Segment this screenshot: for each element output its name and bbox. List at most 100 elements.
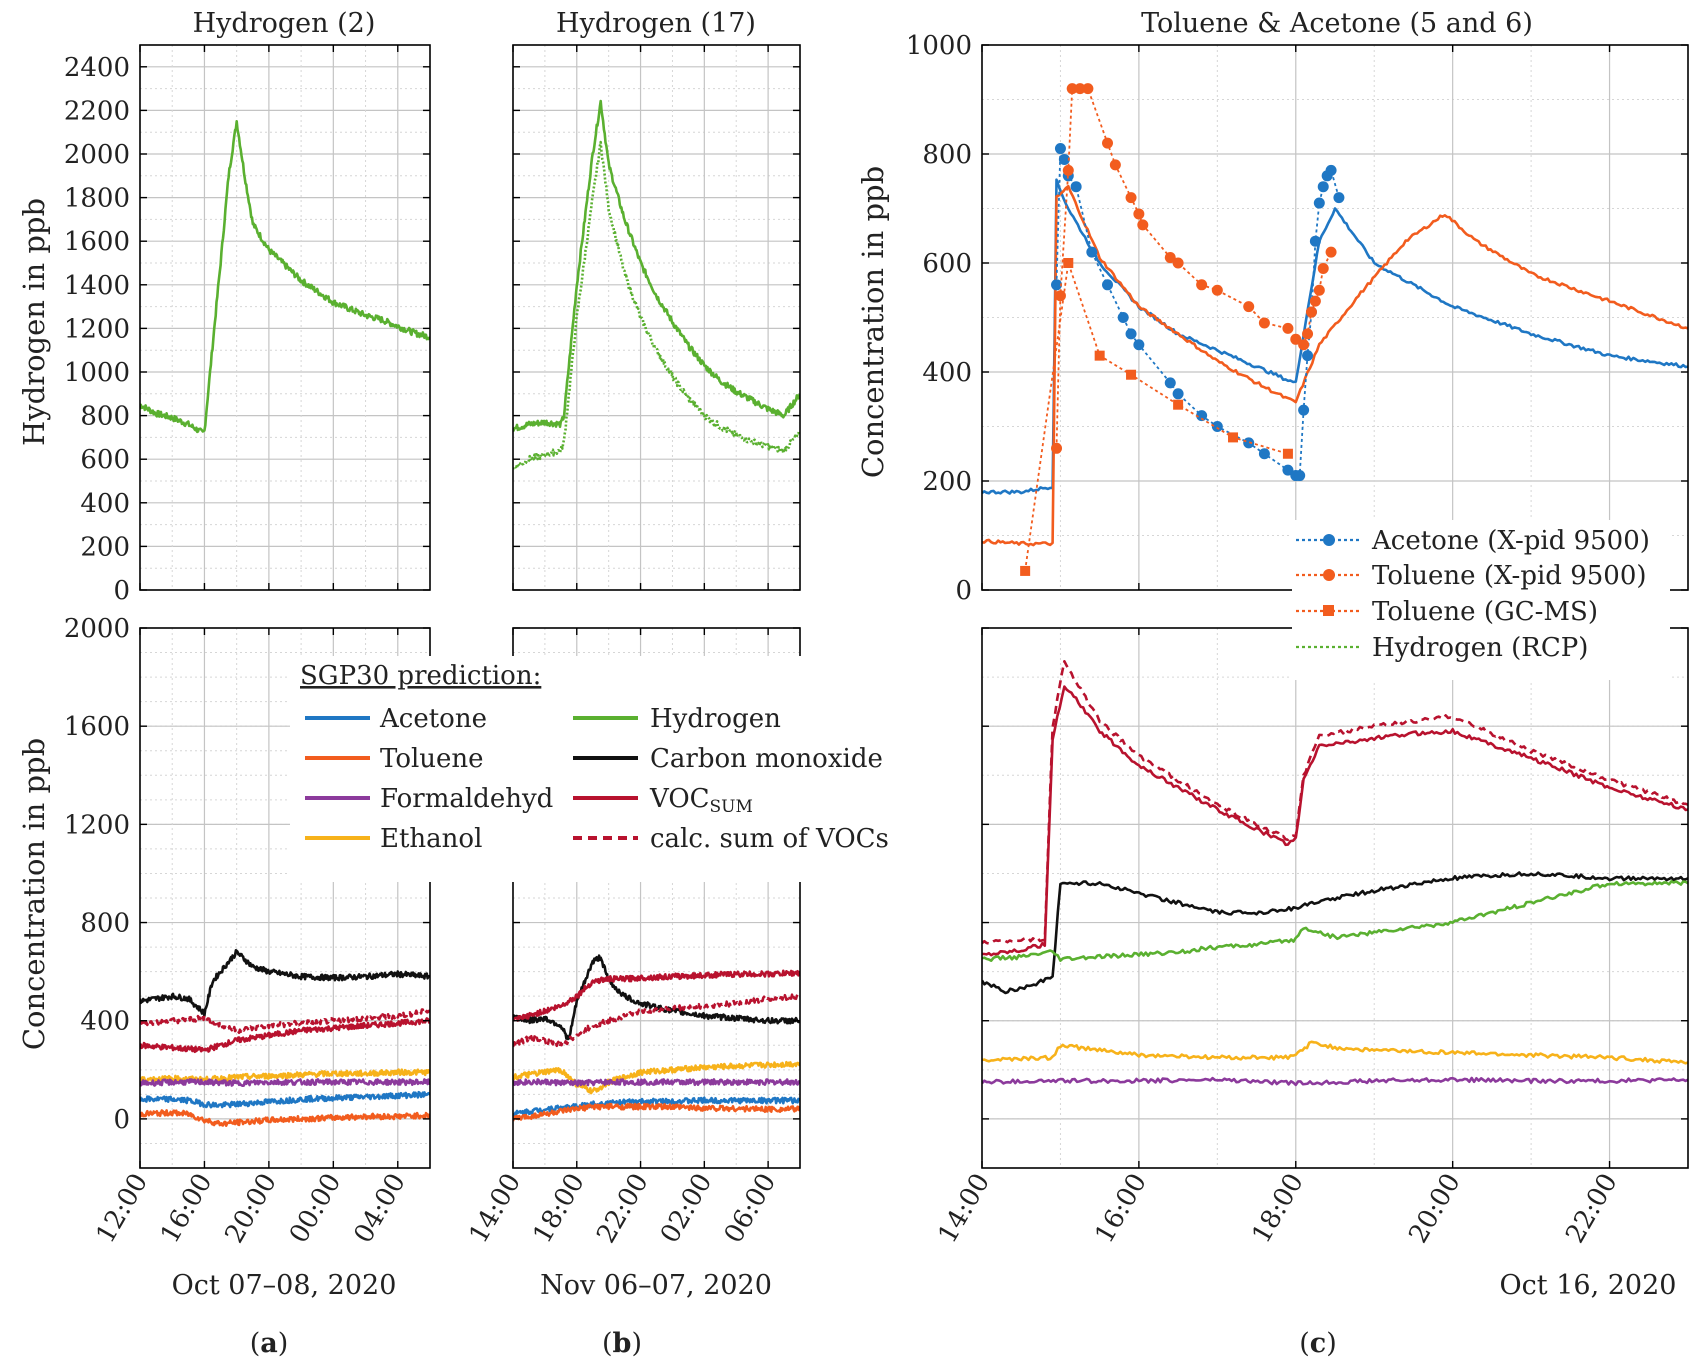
- legend-label-co: Carbon monoxide: [650, 744, 883, 774]
- point-toluene-x-pid-9500-: [1066, 83, 1078, 95]
- ytick-label: 1000: [64, 358, 130, 388]
- ytick-label: 600: [922, 249, 972, 279]
- point-acetone-x-pid-9500-: [1054, 143, 1066, 155]
- legend-sgp30: SGP30 prediction: Acetone Hydrogen Tolue…: [290, 656, 916, 882]
- series-ethanol: [982, 1040, 1688, 1065]
- point-acetone-x-pid-9500-: [1294, 470, 1306, 482]
- series-hydrogen: [140, 120, 430, 434]
- point-acetone-x-pid-9500-: [1243, 437, 1255, 449]
- legend-sgp30-background: [290, 656, 916, 882]
- legend-label-voc-sub: SUM: [710, 797, 753, 817]
- ytick-label: 0: [955, 576, 972, 606]
- point-toluene-x-pid-9500-: [1051, 442, 1063, 454]
- ytick-label: 200: [922, 467, 972, 497]
- series-toluene: [513, 1102, 800, 1122]
- legend-label-acetone: Acetone: [379, 704, 487, 734]
- ytick-label: 1400: [64, 271, 130, 301]
- frame-bg-b_top: [513, 45, 800, 590]
- point-acetone-x-pid-9500-: [1258, 448, 1270, 460]
- xtick-label: 04:00: [348, 1169, 411, 1249]
- point-acetone-x-pid-9500-: [1317, 181, 1329, 193]
- legend-ref-label-acetone-xpid: Acetone (X-pid 9500): [1371, 526, 1650, 556]
- point-toluene-x-pid-9500-: [1325, 246, 1337, 258]
- point-toluene-x-pid-9500-: [1290, 333, 1302, 345]
- grid-c_top: [982, 45, 1688, 590]
- series-acetone-sgp30-: [982, 178, 1688, 495]
- point-acetone-x-pid-9500-: [1133, 339, 1145, 351]
- ytick-label: 200: [80, 532, 130, 562]
- point-toluene-x-pid-9500-: [1074, 83, 1086, 95]
- point-acetone-x-pid-9500-: [1102, 279, 1114, 291]
- legend-label-calc-voc: calc. sum of VOCs: [650, 824, 889, 854]
- xtick-label: 18:00: [527, 1169, 590, 1249]
- series-group-b_top: [513, 99, 800, 470]
- point-toluene-x-pid-9500-: [1137, 219, 1149, 231]
- xtick-label: 16:00: [1090, 1169, 1153, 1249]
- series-voc-sum: [513, 969, 800, 1022]
- ytick-label: 400: [80, 489, 130, 519]
- point-toluene-x-pid-9500-: [1317, 262, 1329, 274]
- panel-label-b-letter: b: [613, 1328, 632, 1359]
- date-label-a: Oct 07–08, 2020: [172, 1270, 397, 1301]
- legend-sgp30-title: SGP30 prediction:: [300, 661, 541, 691]
- point-acetone-x-pid-9500-: [1051, 279, 1063, 291]
- point-toluene-x-pid-9500-: [1164, 252, 1176, 264]
- ytick-label: 2200: [64, 96, 130, 126]
- series-group-c_top: [982, 83, 1688, 576]
- series-group-b_bottom: [513, 954, 800, 1122]
- point-acetone-x-pid-9500-: [1325, 164, 1337, 176]
- xtick-label: 20:00: [1403, 1169, 1466, 1249]
- point-toluene-x-pid-9500-: [1133, 208, 1145, 220]
- xtick-label: 18:00: [1246, 1169, 1309, 1249]
- point-toluene-x-pid-9500-: [1125, 192, 1137, 204]
- legend-label-toluene: Toluene: [380, 744, 484, 774]
- point-acetone-x-pid-9500-: [1086, 246, 1098, 258]
- ytick-label: 0: [113, 576, 130, 606]
- series-voc-sum: [140, 1017, 430, 1054]
- point-toluene-gc-ms-: [1126, 369, 1137, 380]
- point-acetone-x-pid-9500-: [1309, 235, 1321, 247]
- xtick-label: 02:00: [655, 1169, 718, 1249]
- xtick-label: 16:00: [155, 1169, 218, 1249]
- ytick-label: 800: [80, 402, 130, 432]
- legend-reference: Acetone (X-pid 9500) Toluene (X-pid 9500…: [1292, 520, 1670, 680]
- point-acetone-x-pid-9500-: [1298, 404, 1310, 416]
- ytick-label: 1600: [64, 712, 130, 742]
- legend-ref-label-hydrogen-rcp: Hydrogen (RCP): [1372, 633, 1588, 663]
- xtick-label: 14:00: [933, 1169, 996, 1249]
- legend-label-hydrogen: Hydrogen: [650, 704, 781, 734]
- grid-b_top: [513, 45, 800, 590]
- point-acetone-x-pid-9500-: [1058, 153, 1070, 165]
- point-acetone-x-pid-9500-: [1117, 312, 1129, 323]
- point-toluene-x-pid-9500-: [1302, 328, 1314, 340]
- point-toluene-gc-ms-: [1094, 350, 1105, 361]
- panel-a_top: 0 200 400 600 800 1000 1200 1400 1600 1800 2000 220…: [64, 44, 431, 606]
- series-group-a_top: [140, 120, 430, 434]
- legend-reference-background: [1292, 520, 1670, 680]
- legend-label-voc-main: VOC: [649, 784, 710, 814]
- ytick-label: 2000: [64, 140, 130, 170]
- series-carbon-monoxide: [140, 949, 430, 1018]
- point-toluene-x-pid-9500-: [1062, 164, 1074, 176]
- ylabel-hydrogen: Hydrogen in ppb: [17, 198, 51, 446]
- chart-layers: 0200400600800100012001400160018002000220…: [64, 31, 1689, 1249]
- point-toluene-x-pid-9500-: [1109, 159, 1121, 171]
- series-formaldehyd: [982, 1076, 1688, 1087]
- point-toluene-x-pid-9500-: [1282, 322, 1294, 334]
- title-hydrogen-17: Hydrogen (17): [556, 8, 756, 39]
- frame-border-a_top: [139, 44, 431, 591]
- frame-bg-c_bottom: [982, 628, 1688, 1168]
- xtick-label: 22:00: [1560, 1169, 1623, 1249]
- xtick-label: 06:00: [719, 1169, 782, 1249]
- frame-bg-c_top: [982, 45, 1688, 590]
- point-toluene-gc-ms-: [1173, 399, 1184, 410]
- title-hydrogen-2: Hydrogen (2): [193, 8, 376, 39]
- point-toluene-x-pid-9500-: [1102, 137, 1114, 149]
- ytick-label: 400: [80, 1007, 130, 1037]
- ytick-label: 1600: [64, 227, 130, 257]
- legend-label-voc: VOCSUM: [649, 784, 753, 817]
- frame-border-a_bottom: [139, 627, 431, 1169]
- series-group-a_bottom: [140, 949, 430, 1127]
- ytick-label: 2400: [64, 53, 130, 83]
